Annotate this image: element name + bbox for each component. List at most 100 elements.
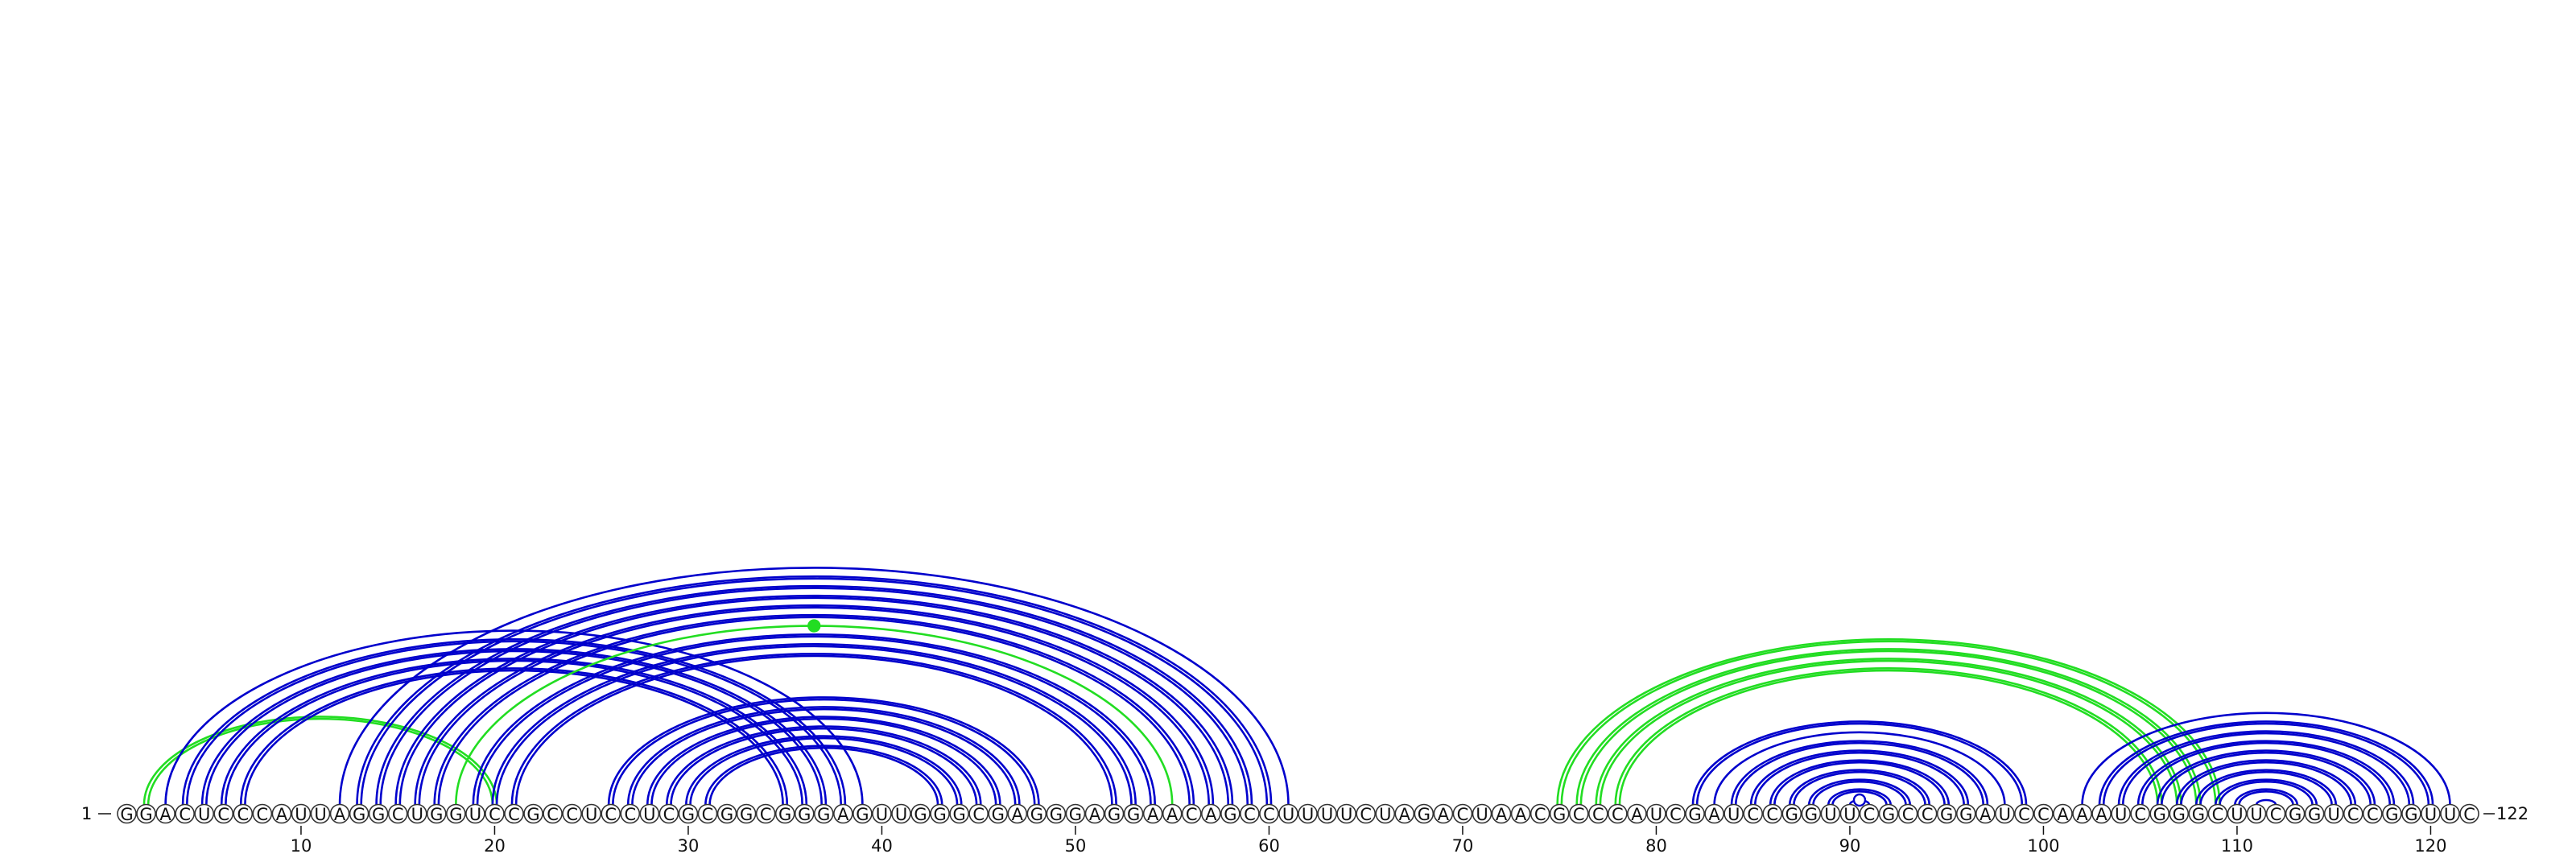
nucleotide: U	[194, 803, 214, 824]
nucleotide: C	[2130, 803, 2150, 824]
nucleotide-letter: U	[1843, 805, 1856, 824]
nucleotide-letter: U	[1379, 805, 1391, 824]
nucleotide-letter: C	[566, 805, 578, 824]
nucleotide-letter: A	[1205, 805, 1217, 824]
nucleotide-letter: C	[217, 805, 229, 824]
nucleotide-letter: A	[1496, 805, 1508, 824]
nucleotide-letter: G	[1882, 805, 1895, 824]
nucleotide-letter: G	[372, 805, 385, 824]
nucleotide-letter: G	[933, 805, 946, 824]
nucleotide: C	[1568, 803, 1589, 824]
nucleotide: C	[2014, 803, 2034, 824]
nucleotide-letter: G	[139, 805, 152, 824]
start-label: 1	[81, 804, 92, 823]
nucleotide-letter: G	[682, 805, 695, 824]
nucleotide-letter: G	[1959, 805, 1972, 824]
base-pair-arc	[491, 642, 1137, 806]
nucleotide-letter: G	[1030, 805, 1043, 824]
nucleotide-letter: C	[1244, 805, 1256, 824]
nucleotide-letter: U	[2250, 805, 2262, 824]
nucleotide: U	[2227, 803, 2248, 824]
nucleotide: A	[271, 803, 292, 824]
nucleotide: C	[2459, 803, 2479, 824]
nucleotide-letter: G	[1108, 805, 1121, 824]
nucleotide: C	[1530, 803, 1550, 824]
base-pair-arc	[1691, 720, 2028, 806]
nucleotide: A	[833, 803, 853, 824]
nucleotide-letter: C	[237, 805, 249, 824]
tick-label: 60	[1258, 836, 1280, 856]
nucleotide: U	[1472, 803, 1492, 824]
nucleotide: G	[446, 803, 466, 824]
loop-marker	[807, 619, 821, 633]
loop-marker	[1852, 793, 1867, 807]
nucleotide-letter: G	[1418, 805, 1430, 824]
nucleotide: U	[1646, 803, 1666, 824]
nucleotide-letter: U	[643, 805, 655, 824]
nucleotide-letter: G	[2289, 805, 2301, 824]
nucleotide-letter: U	[895, 805, 907, 824]
base-pair-arc	[607, 696, 1040, 806]
nucleotide-letter: G	[856, 805, 869, 824]
nucleotide-letter: C	[2463, 805, 2475, 824]
nucleotide-letter: U	[1476, 805, 1488, 824]
nucleotide: G	[930, 803, 950, 824]
base-pair-arc	[2156, 749, 2376, 806]
base-pair-arc	[1614, 667, 2163, 806]
nucleotide: U	[407, 803, 427, 824]
nucleotide-letter: C	[1612, 805, 1624, 824]
nucleotide: G	[1220, 803, 1241, 824]
nucleotide-letter: U	[314, 805, 326, 824]
base-pair-arc	[1788, 769, 1931, 806]
nucleotide-letter: G	[1805, 805, 1818, 824]
nucleotide: A	[1007, 803, 1028, 824]
nucleotide: C	[1452, 803, 1473, 824]
nucleotide-letter: C	[1902, 805, 1914, 824]
tick-label: 100	[2027, 836, 2059, 856]
nucleotide: U	[2421, 803, 2441, 824]
nucleotide: G	[349, 803, 369, 824]
nucleotide: G	[794, 803, 815, 824]
nucleotide: G	[2304, 803, 2325, 824]
nucleotide-letter: A	[1438, 805, 1450, 824]
nucleotide-letter: A	[2076, 805, 2088, 824]
tick: 120	[2414, 826, 2446, 856]
nucleotide-letter: U	[198, 805, 210, 824]
nucleotide-letter: G	[2385, 805, 2398, 824]
nucleotide-letter: U	[411, 805, 423, 824]
nucleotide: G	[910, 803, 931, 824]
nucleotide: C	[2033, 803, 2054, 824]
nucleotide-letter: U	[1824, 805, 1836, 824]
nucleotide: C	[1588, 803, 1608, 824]
nucleotide-letter: G	[353, 805, 365, 824]
nucleotide: C	[562, 803, 582, 824]
nucleotide-letter: C	[624, 805, 636, 824]
sequence-end: 122	[2483, 804, 2529, 823]
nucleotide: U	[1375, 803, 1396, 824]
tick: 80	[1645, 826, 1667, 856]
nucleotide: U	[291, 803, 312, 824]
nucleotide-letter: C	[547, 805, 559, 824]
nucleotide-letter: U	[2425, 805, 2437, 824]
nucleotide-letter: G	[992, 805, 1005, 824]
nucleotide-letter: A	[1012, 805, 1024, 824]
nucleotide-letter: C	[489, 805, 501, 824]
nucleotide-letter: G	[798, 805, 811, 824]
nucleotide-letter: U	[1999, 805, 2011, 824]
nucleotide: C	[620, 803, 641, 824]
base-pair-arc	[1827, 788, 1892, 806]
nucleotide: G	[1046, 803, 1067, 824]
nucleotide-letter: C	[1186, 805, 1198, 824]
base-pair-arc	[1807, 778, 1911, 806]
nucleotide-letter: U	[295, 805, 307, 824]
nucleotide-letter: U	[1302, 805, 1314, 824]
nucleotide-letter: C	[1534, 805, 1546, 824]
nucleotide: A	[2072, 803, 2092, 824]
nucleotide: G	[136, 803, 156, 824]
nucleotide: C	[1181, 803, 1202, 824]
nucleotide-letter: C	[2134, 805, 2146, 824]
nucleotide-letter: C	[2037, 805, 2050, 824]
nucleotide: G	[813, 803, 834, 824]
nucleotide-letter: A	[1631, 805, 1643, 824]
